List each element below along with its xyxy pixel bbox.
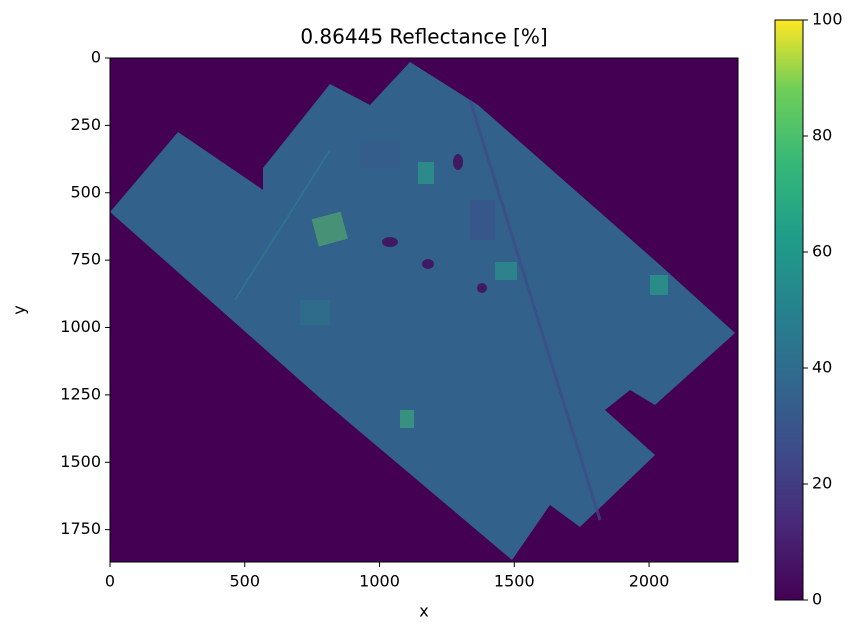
colorbar — [775, 20, 803, 600]
colorbar-tick-label: 40 — [812, 358, 832, 377]
y-tick-label: 1500 — [60, 452, 101, 471]
x-tick-label: 500 — [229, 572, 260, 591]
x-tick-label: 2000 — [629, 572, 670, 591]
y-tick-label: 0 — [91, 48, 101, 67]
y-tick-label: 500 — [70, 182, 101, 201]
y-tick-label: 1250 — [60, 384, 101, 403]
chart-title: 0.86445 Reflectance [%] — [300, 25, 547, 49]
x-tick-label: 1500 — [494, 572, 535, 591]
x-tick-label: 1000 — [359, 572, 400, 591]
y-tick-label: 1750 — [60, 519, 101, 538]
colorbar-tick-label: 60 — [812, 242, 832, 261]
x-axis-label: x — [419, 602, 428, 621]
colorbar-tick-label: 100 — [812, 10, 843, 29]
chart: 0.86445 Reflectance [%] x y 050010001500… — [0, 0, 862, 622]
colorbar-tick-label: 20 — [812, 474, 832, 493]
colorbar-tick-label: 0 — [812, 590, 822, 609]
y-axis-label: y — [10, 305, 29, 314]
y-tick-label: 250 — [70, 115, 101, 134]
y-tick-label: 750 — [70, 250, 101, 269]
colorbar-tick-label: 80 — [812, 126, 832, 145]
y-tick-label: 1000 — [60, 317, 101, 336]
x-tick-label: 0 — [105, 572, 115, 591]
